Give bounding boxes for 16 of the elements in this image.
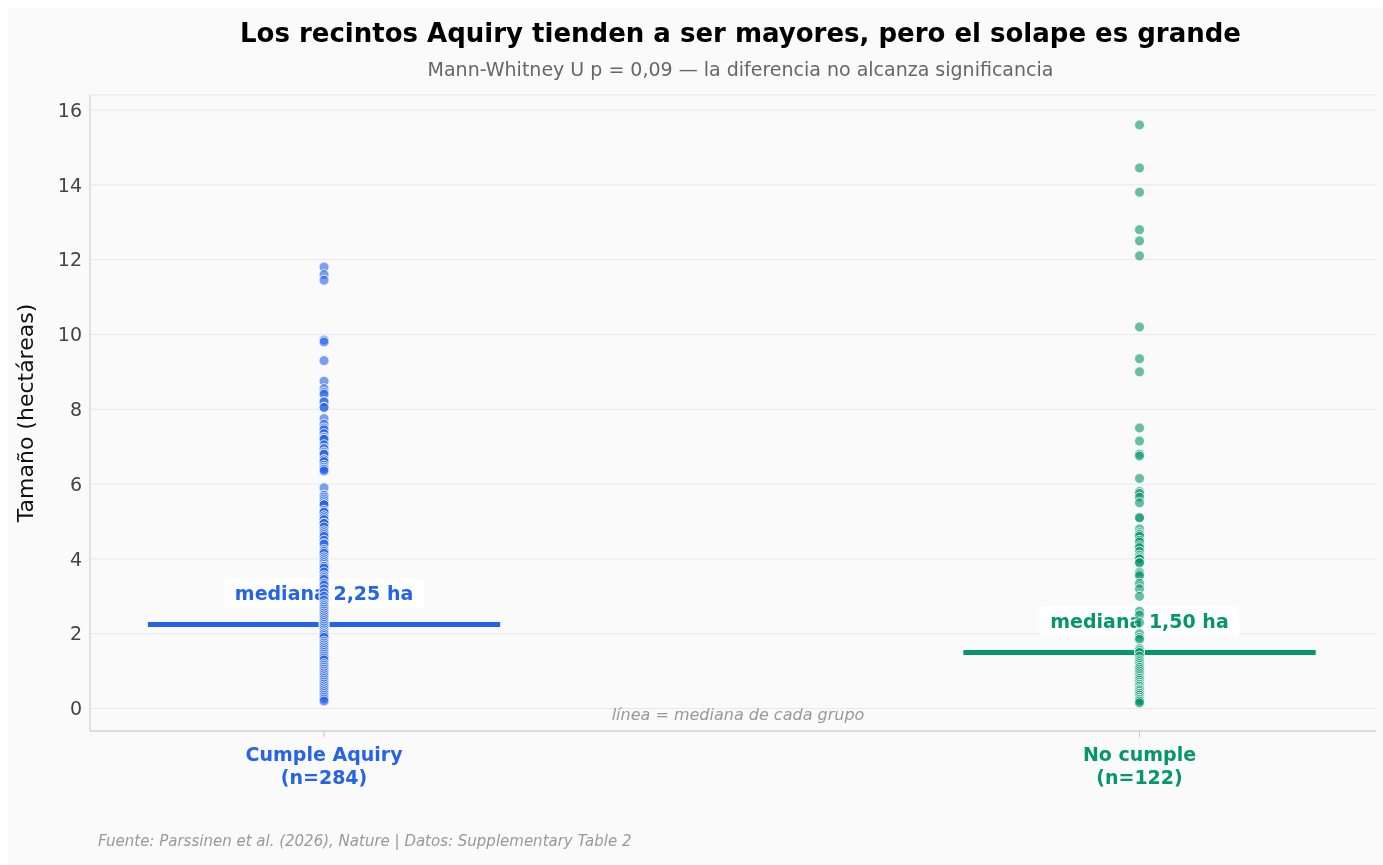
y-tick-label: 14: [57, 173, 82, 196]
y-tick-label: 10: [57, 323, 82, 346]
chart-subtitle: Mann-Whitney U p = 0,09 — la diferencia no alcanza significancia: [426, 58, 1055, 80]
y-tick-label: 0: [69, 697, 82, 720]
y-tick-label: 16: [57, 98, 82, 121]
y-tick-label: 4: [69, 547, 82, 570]
y-tick-label: 8: [69, 398, 82, 420]
y-tick-label: 2: [69, 622, 82, 645]
chart-title: Los recintos Aquiry tienden a ser mayores, pero el solape es grande: [239, 18, 1242, 48]
y-axis-title: Tamaño (hectáreas): [12, 303, 38, 524]
x-tick-label: Cumple Aquiry (n=284): [245, 743, 404, 788]
y-tick-label: 6: [69, 472, 82, 495]
annotation: línea = mediana de cada grupo: [610, 705, 866, 724]
y-tick-label: 12: [57, 248, 82, 271]
source-note: Fuente: Parssinen et al. (2026), Nature | Datos: Supplementary Table 2: [98, 832, 632, 850]
x-tick-label: No cumple (n=122): [1082, 743, 1197, 788]
